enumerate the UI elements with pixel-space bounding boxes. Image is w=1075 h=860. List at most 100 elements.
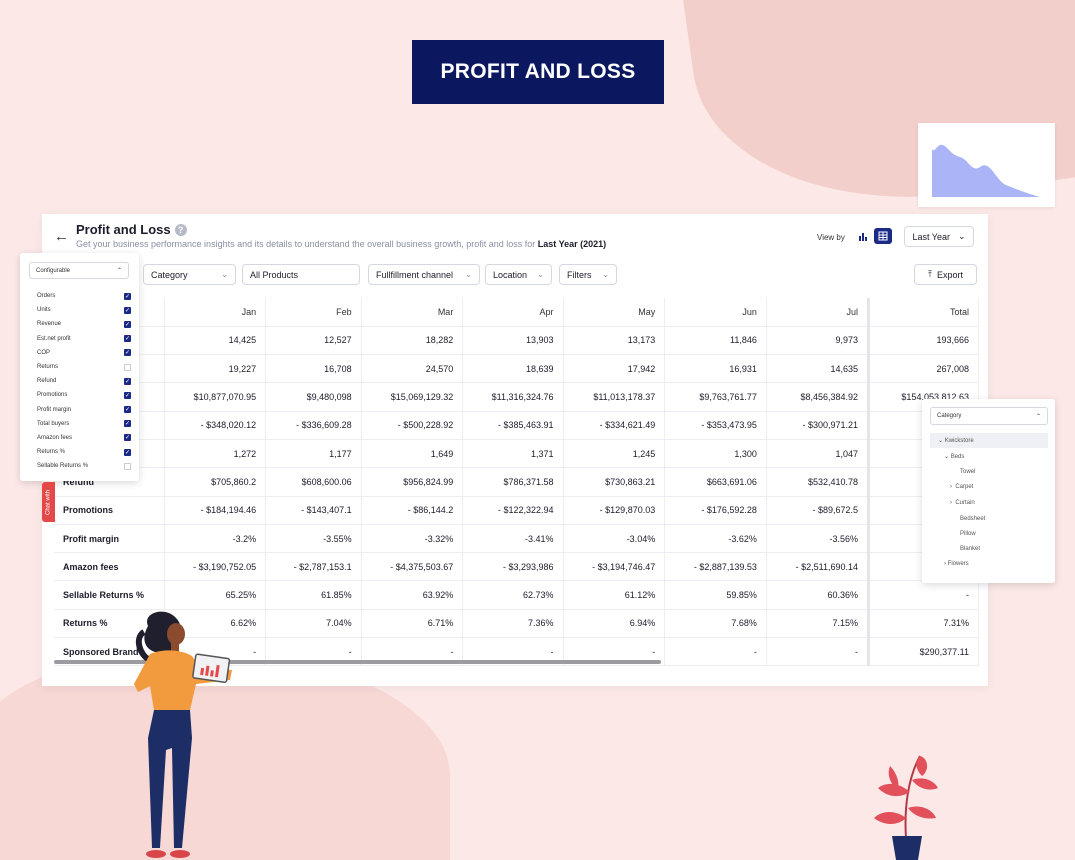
table-cell: 13,173 bbox=[563, 326, 666, 356]
category-node[interactable]: Pillow bbox=[960, 531, 976, 537]
category-node-label: Beds bbox=[950, 454, 965, 460]
checkbox-checked-icon[interactable]: ✓ bbox=[124, 434, 131, 442]
column-header: Jun bbox=[664, 298, 767, 327]
checkbox-checked-icon[interactable]: ✓ bbox=[124, 306, 131, 314]
category-node[interactable]: › Flowers bbox=[944, 561, 969, 567]
row-label: Profit margin bbox=[54, 524, 165, 554]
configurable-select[interactable]: Configurable ⌃ bbox=[29, 262, 129, 279]
checkbox-unchecked-icon[interactable] bbox=[124, 462, 131, 470]
profit-loss-panel: ← Profit and Loss? Get your business per… bbox=[42, 214, 988, 686]
table-cell: $608,600.06 bbox=[265, 467, 362, 497]
table-cell: - $300,971.21 bbox=[766, 411, 870, 440]
configurable-item[interactable]: Refund ✓ bbox=[37, 374, 131, 388]
category-node-label: Carpet bbox=[955, 484, 974, 490]
column-header: Mar bbox=[361, 298, 464, 327]
location-filter[interactable]: Location ⌄ bbox=[485, 264, 552, 285]
column-header: May bbox=[563, 298, 666, 327]
more-filters-button[interactable]: Filters ⌄ bbox=[559, 264, 617, 285]
configurable-item[interactable]: Units ✓ bbox=[37, 303, 131, 317]
category-filter-label: Category bbox=[151, 269, 188, 280]
configurable-item[interactable]: Total buyers ✓ bbox=[37, 417, 131, 431]
checkbox-checked-icon[interactable]: ✓ bbox=[124, 320, 131, 328]
checkbox-unchecked-icon[interactable] bbox=[124, 363, 131, 371]
table-cell: 1,245 bbox=[563, 439, 666, 469]
chat-tab[interactable]: Chat with bbox=[42, 482, 55, 522]
export-button[interactable]: ⤒ Export bbox=[914, 264, 977, 285]
table-cell: - $336,609.28 bbox=[265, 411, 362, 440]
category-node[interactable]: ⌄ Beds bbox=[944, 454, 965, 460]
table-cell: - $3,194,746.47 bbox=[563, 552, 666, 582]
category-node[interactable]: Bedsheet bbox=[960, 516, 986, 522]
table-cell: $786,371.58 bbox=[462, 467, 564, 497]
table-cell: - $129,870.03 bbox=[563, 496, 666, 525]
checkbox-checked-icon[interactable]: ✓ bbox=[124, 349, 131, 357]
table-row: - $348,020.12- $336,609.28- $500,228.92-… bbox=[54, 411, 979, 440]
chart-view-button[interactable] bbox=[854, 228, 872, 244]
table-cell: $532,410.78 bbox=[766, 467, 870, 497]
configurable-item[interactable]: Promotions ✓ bbox=[37, 388, 131, 402]
configurable-item-label: Refund bbox=[37, 378, 57, 385]
products-filter[interactable]: All Products bbox=[242, 264, 360, 285]
table-cell: 1,371 bbox=[462, 439, 564, 469]
configurable-item[interactable]: Profit margin ✓ bbox=[37, 403, 131, 417]
configurable-item[interactable]: Returns % ✓ bbox=[37, 445, 131, 459]
help-icon[interactable]: ? bbox=[174, 224, 187, 236]
sparkline-area bbox=[932, 144, 1040, 197]
period-text: Last Year (2021) bbox=[537, 239, 607, 249]
table-header-row: Jan Feb Mar Apr May Jun Jul Total bbox=[54, 298, 979, 327]
table-cell: 1,177 bbox=[265, 439, 362, 469]
checkbox-checked-icon[interactable]: ✓ bbox=[124, 448, 131, 456]
page-subtitle: Get your business performance insights a… bbox=[76, 239, 536, 249]
table-cell: 14,635 bbox=[766, 354, 870, 384]
category-node[interactable]: › Carpet bbox=[950, 484, 974, 490]
period-select[interactable]: Last Year ⌄ bbox=[904, 226, 974, 247]
category-node[interactable]: › Curtain bbox=[950, 500, 975, 506]
page-title: Profit and Loss bbox=[76, 222, 171, 237]
fulfillment-filter[interactable]: Fullfillment channel ⌄ bbox=[368, 264, 480, 285]
column-header: Feb bbox=[265, 298, 362, 327]
table-view-button[interactable] bbox=[874, 228, 892, 244]
configurable-item[interactable]: COP ✓ bbox=[37, 346, 131, 360]
table-cell: - $184,194.46 bbox=[164, 496, 267, 525]
configurable-item[interactable]: Sellable Returns % bbox=[37, 459, 131, 473]
configurable-item[interactable]: Est.net profit ✓ bbox=[37, 332, 131, 346]
category-node-label: Curtain bbox=[955, 500, 975, 506]
table-cell: - $334,621.49 bbox=[563, 411, 666, 440]
table-cell: 14,425 bbox=[164, 326, 267, 356]
checkbox-checked-icon[interactable]: ✓ bbox=[124, 335, 131, 343]
total-cell: 267,008 bbox=[867, 354, 979, 384]
table-row: Sellable Returns % 65.25% 61.85% 63.92% 62.7… bbox=[54, 580, 979, 610]
checkbox-checked-icon[interactable]: ✓ bbox=[124, 377, 131, 385]
back-arrow-icon[interactable]: ← bbox=[54, 228, 69, 245]
configurable-item[interactable]: Orders ✓ bbox=[37, 289, 131, 303]
table-cell: $705,860.2 bbox=[164, 467, 267, 497]
table-cell: $730,863.21 bbox=[563, 467, 666, 497]
table-cell: 12,527 bbox=[265, 326, 362, 356]
hero-title-banner: PROFIT AND LOSS bbox=[412, 40, 664, 104]
upload-icon: ⤒ bbox=[928, 269, 932, 279]
checkbox-checked-icon[interactable]: ✓ bbox=[124, 292, 131, 300]
horizontal-scrollbar[interactable] bbox=[54, 660, 661, 664]
configurable-item[interactable]: Returns bbox=[37, 360, 131, 374]
checkbox-checked-icon[interactable]: ✓ bbox=[124, 406, 131, 414]
configurable-item-label: Orders bbox=[37, 293, 56, 300]
category-node-label: Flowers bbox=[947, 561, 969, 567]
configurable-item[interactable]: Revenue ✓ bbox=[37, 317, 131, 331]
configurable-item-label: COP bbox=[37, 349, 51, 356]
table-row: Profit margin -3.2% -3.55% -3.32% -3.41% -3.0… bbox=[54, 524, 979, 554]
checkbox-checked-icon[interactable]: ✓ bbox=[124, 420, 131, 428]
category-node[interactable]: ⌄ Kwickstore bbox=[938, 438, 974, 444]
category-node[interactable]: Blanket bbox=[960, 546, 981, 552]
checkbox-checked-icon[interactable]: ✓ bbox=[124, 391, 131, 399]
woman-with-laptop-illustration bbox=[134, 611, 232, 858]
category-tree-select[interactable]: Category ⌃ bbox=[930, 407, 1048, 425]
configurable-item-label: Profit margin bbox=[37, 406, 72, 413]
configurable-item-label: Returns % bbox=[37, 449, 66, 456]
table-row: Amazon fees - $3,190,752.05- $2,787,153.1… bbox=[54, 552, 979, 582]
configurable-item[interactable]: Amazon fees ✓ bbox=[37, 431, 131, 445]
category-node[interactable]: Towel bbox=[960, 469, 976, 475]
category-filter[interactable]: Category ⌄ bbox=[143, 264, 236, 285]
configurable-title: Configurable bbox=[36, 267, 71, 274]
table-cell: 7.36% bbox=[462, 609, 564, 639]
row-label: Sellable Returns % bbox=[54, 580, 165, 610]
